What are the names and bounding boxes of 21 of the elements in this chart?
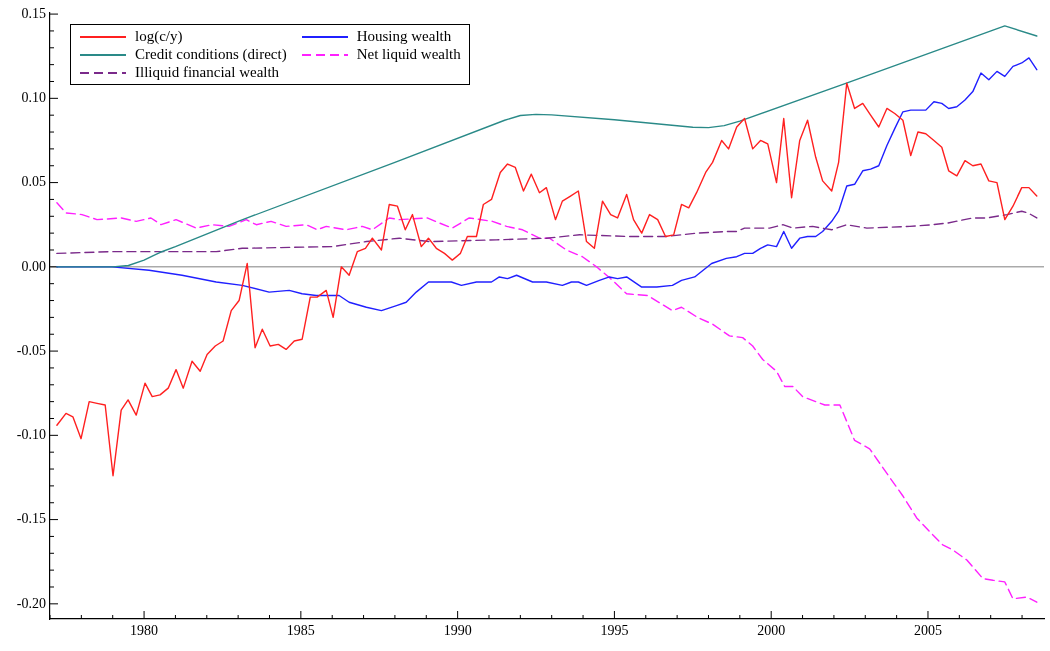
x-tick-label: 1990 <box>443 623 472 639</box>
line-series <box>56 202 1038 603</box>
y-tick-label: -0.15 <box>16 511 46 527</box>
legend-label: Housing wealth <box>356 28 452 46</box>
legend-label: log(c/y) <box>135 28 183 46</box>
y-tick-label: 0.00 <box>21 258 46 274</box>
y-tick-label: -0.05 <box>16 342 46 358</box>
x-tick-label: 1995 <box>600 623 629 639</box>
y-tick-label: 0.15 <box>21 5 46 21</box>
y-tick-label: -0.10 <box>16 427 46 443</box>
x-tick-label: 2000 <box>757 623 786 639</box>
y-tick-label: -0.20 <box>16 595 46 611</box>
legend-label: Illiquid financial wealth <box>135 64 280 82</box>
legend-label: Credit conditions (direct) <box>135 46 287 64</box>
x-tick-label: 2005 <box>913 623 942 639</box>
x-tick-label: 1980 <box>130 623 159 639</box>
y-tick-label: 0.10 <box>21 90 46 106</box>
legend-label: Net liquid wealth <box>356 46 461 64</box>
y-tick-label: 0.05 <box>21 174 46 190</box>
line-series <box>56 210 1038 255</box>
x-tick-label: 1985 <box>286 623 315 639</box>
